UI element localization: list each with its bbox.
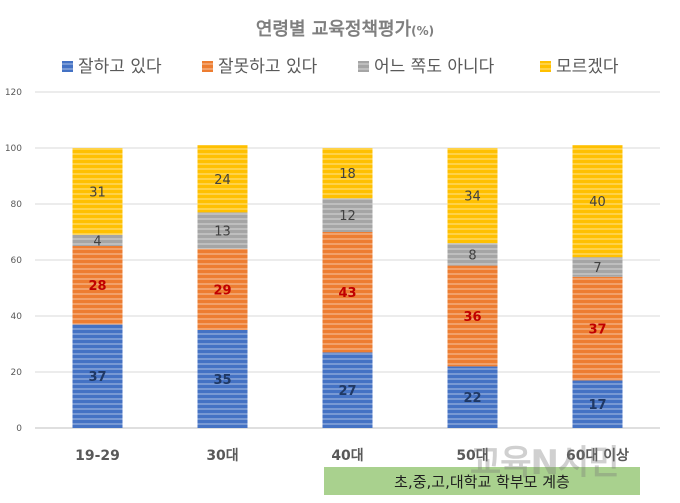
data-label: 34 bbox=[464, 190, 481, 205]
legend-swatch bbox=[202, 61, 213, 72]
x-axis-categories: 19-29 30대 40대 50대 60대 이상 bbox=[75, 447, 629, 464]
legend-swatch bbox=[62, 61, 73, 72]
y-tick-label: 20 bbox=[11, 368, 23, 378]
data-label: 37 bbox=[88, 370, 106, 385]
legend-label: 잘하고 있다 bbox=[78, 57, 162, 77]
data-label: 4 bbox=[93, 234, 101, 249]
data-label: 28 bbox=[88, 279, 106, 294]
data-label: 43 bbox=[338, 286, 356, 301]
bar-segment bbox=[572, 276, 623, 381]
x-category-label: 50대 bbox=[456, 448, 488, 464]
data-label: 12 bbox=[339, 209, 356, 224]
data-label: 8 bbox=[468, 248, 476, 263]
y-tick-label: 80 bbox=[11, 200, 23, 210]
bar-segment bbox=[197, 330, 248, 428]
bar-segment bbox=[322, 232, 373, 353]
y-tick-label: 120 bbox=[5, 88, 22, 98]
data-label: 36 bbox=[463, 310, 481, 325]
legend-swatch bbox=[540, 61, 551, 72]
bar-segment bbox=[197, 212, 248, 249]
legend: 잘하고 있다 잘못하고 있다 어느 쪽도 아니다 모르겠다 bbox=[62, 57, 619, 77]
bar-segment bbox=[322, 198, 373, 232]
bar-segment bbox=[197, 248, 248, 330]
watermark-logo: 교육N시민 bbox=[470, 443, 620, 483]
legend-label: 어느 쪽도 아니다 bbox=[374, 57, 495, 77]
bar-segment bbox=[72, 148, 123, 235]
data-label: 13 bbox=[214, 225, 231, 240]
bar-segment bbox=[72, 234, 123, 246]
data-label: 37 bbox=[588, 323, 606, 338]
bar-segment bbox=[322, 148, 373, 199]
bar-segment bbox=[572, 145, 623, 258]
y-tick-label: 40 bbox=[11, 312, 23, 322]
data-label: 22 bbox=[463, 391, 481, 406]
data-label: 7 bbox=[593, 261, 601, 276]
footer-note: 초,중,고,대학교 학부모 계층 bbox=[324, 467, 640, 495]
bar-segment bbox=[197, 145, 248, 213]
data-label: 35 bbox=[213, 373, 231, 388]
legend-swatch bbox=[358, 61, 369, 72]
y-tick-label: 0 bbox=[16, 424, 22, 434]
bar-segment bbox=[572, 257, 623, 277]
bar-segment bbox=[72, 246, 123, 325]
bar-segment bbox=[572, 380, 623, 428]
bar-segment bbox=[447, 265, 498, 367]
y-tick-label: 60 bbox=[11, 256, 23, 266]
data-label: 18 bbox=[339, 167, 356, 182]
bar-segment bbox=[322, 352, 373, 428]
data-label: 27 bbox=[338, 384, 356, 399]
bar-segment bbox=[447, 148, 498, 244]
data-label: 31 bbox=[89, 185, 106, 200]
x-category-label: 30대 bbox=[206, 448, 238, 464]
chart-title: 연령별 교육정책평가(%) bbox=[256, 19, 434, 40]
chart-title-unit: (%) bbox=[411, 24, 434, 38]
x-category-label: 60대 이상 bbox=[566, 447, 629, 464]
data-label: 17 bbox=[588, 398, 606, 413]
legend-label: 모르겠다 bbox=[556, 57, 619, 77]
bars: 37 28 4 31 35 29 13 24 27 43 12 18 22 36 8 34 17 37 7 40 bbox=[72, 145, 623, 428]
data-label: 29 bbox=[213, 283, 231, 298]
bar-segment bbox=[447, 366, 498, 428]
data-label: 24 bbox=[214, 173, 231, 188]
y-axis-ticks: 0 20 40 60 80 100 120 bbox=[5, 88, 22, 434]
data-label: 40 bbox=[589, 195, 606, 210]
bar-segment bbox=[447, 243, 498, 266]
legend-label: 잘못하고 있다 bbox=[218, 57, 318, 77]
bar-segment bbox=[72, 324, 123, 428]
y-tick-label: 100 bbox=[5, 144, 22, 154]
x-category-label: 19-29 bbox=[75, 448, 120, 464]
x-category-label: 40대 bbox=[331, 448, 363, 464]
